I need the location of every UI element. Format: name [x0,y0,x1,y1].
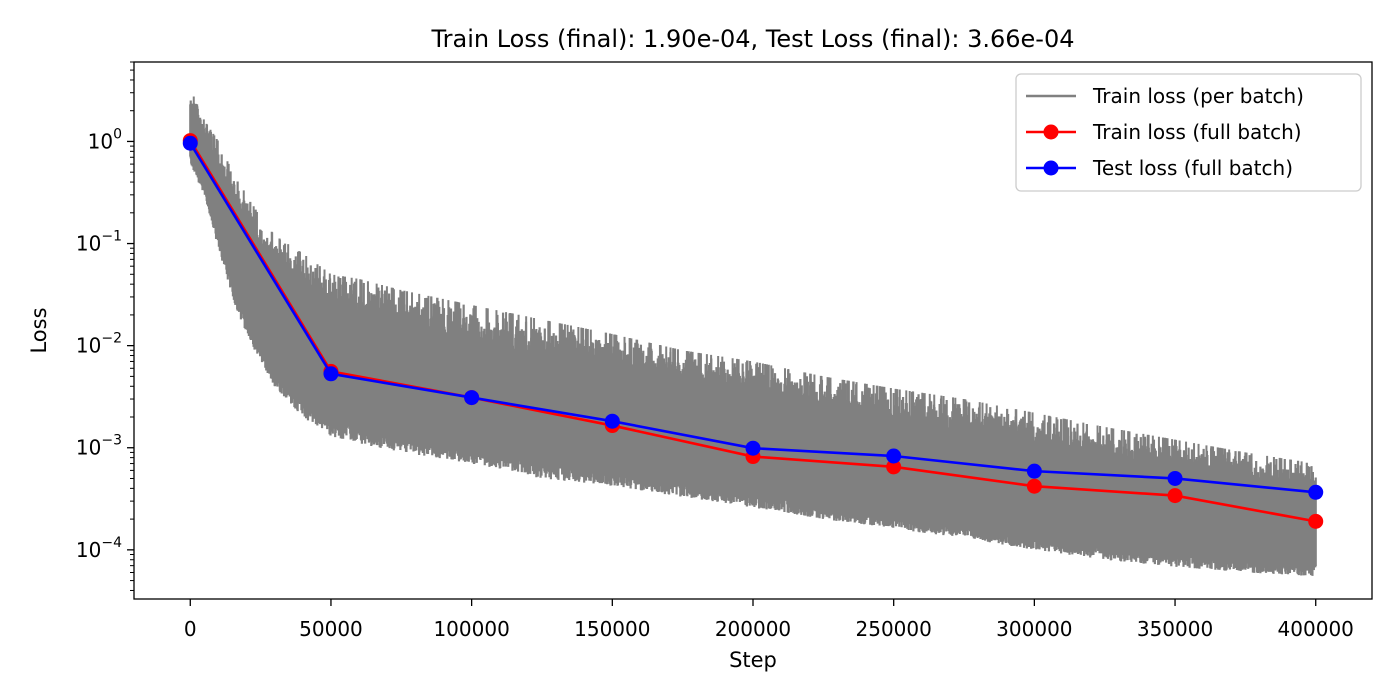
y-tick-label: 10−1 [76,229,122,256]
test-loss-full-batch-point [323,366,339,382]
y-tick-label: 10−4 [76,535,122,562]
test-loss-full-batch-point [182,135,198,151]
band-layer [189,96,1317,576]
y-tick-label: 10−3 [76,433,122,460]
x-tick-label: 0 [184,617,197,641]
x-tick-label: 350000 [1137,617,1213,641]
x-tick-label: 300000 [996,617,1072,641]
test-loss-full-batch-point [745,440,761,456]
train-loss-full-batch-point [1308,513,1324,529]
test-loss-full-batch-point [464,390,480,406]
x-tick-label: 100000 [433,617,509,641]
legend: Train loss (per batch) Train loss (full b… [1015,73,1362,192]
y-tick-label: 100 [88,126,122,153]
lines-layer [182,133,1324,529]
test-loss-full-batch-point [1026,463,1042,479]
x-tick-label: 200000 [715,617,791,641]
test-loss-full-batch-point [1308,484,1324,500]
legend-label-test-loss-full-batch: Test loss (full batch) [1092,156,1293,180]
train-loss-full-batch-point [1026,478,1042,494]
train-loss-per-batch-spikes [192,96,1303,496]
y-tick-label: 10−2 [76,331,122,358]
train-loss-full-batch-point [1167,488,1183,504]
x-tick-label: 50000 [299,617,363,641]
legend-label-train-loss-full-batch: Train loss (full batch) [1092,120,1302,144]
x-axis-ticks: 0 50000 100000 150000 200000 250000 300000 3500… [184,599,1354,641]
x-tick-label: 400000 [1278,617,1354,641]
x-axis-label: Step [729,648,777,672]
legend-marker-test-loss-full-batch [1043,160,1059,176]
legend-marker-train-loss-full-batch [1043,124,1059,140]
x-tick-label: 150000 [574,617,650,641]
x-tick-label: 250000 [856,617,932,641]
test-loss-full-batch-point [886,448,902,464]
chart-title: Train Loss (final): 1.90e-04, Test Loss … [431,25,1075,53]
test-loss-full-batch-point [604,413,620,429]
train-loss-per-batch-band [189,100,1317,576]
legend-label-train-loss-per-batch: Train loss (per batch) [1092,84,1304,108]
test-loss-full-batch-point [1167,470,1183,486]
y-axis-label: Loss [27,307,51,353]
y-axis-ticks: 10−4 10−3 10−2 10−1 100 [76,61,134,591]
legend-box [1015,73,1362,192]
train-loss-full-batch-point [886,459,902,475]
